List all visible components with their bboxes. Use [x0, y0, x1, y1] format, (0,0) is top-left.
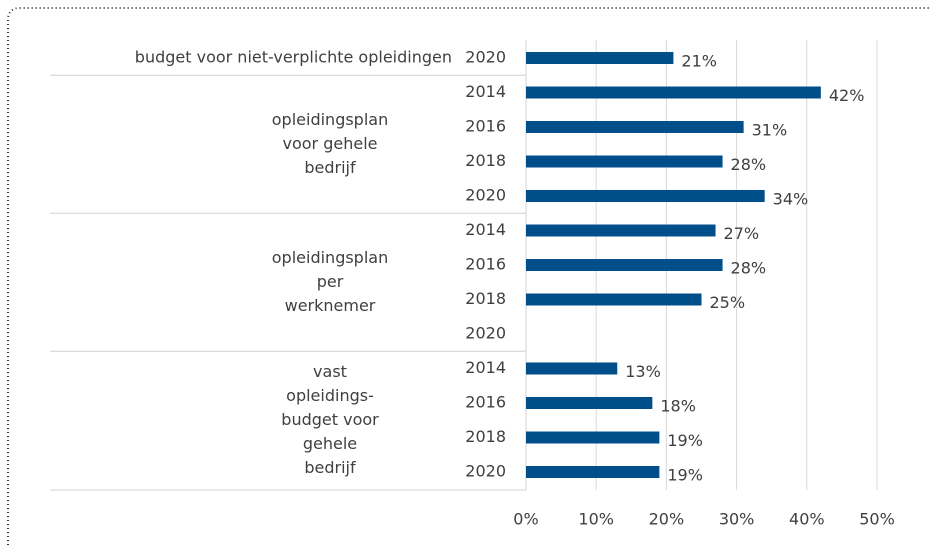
group-label: per — [317, 272, 344, 291]
data-label: 13% — [625, 362, 661, 381]
y-tick-label: 2014 — [465, 220, 506, 239]
bar — [526, 224, 716, 237]
group-label: opleidings- — [286, 386, 374, 405]
data-label: 34% — [773, 190, 809, 209]
x-tick-label: 50% — [859, 510, 895, 529]
x-tick-label: 10% — [578, 510, 614, 529]
data-label: 25% — [710, 293, 746, 312]
group-label: budget voor — [281, 410, 379, 429]
group-label: bedrijf — [304, 158, 356, 177]
y-tick-label: 2016 — [465, 393, 506, 412]
y-tick-label: 2020 — [465, 186, 506, 205]
group-label: bedrijf — [304, 458, 356, 477]
y-tick-label: 2016 — [465, 117, 506, 136]
group-label: voor gehele — [283, 134, 378, 153]
data-label: 27% — [724, 224, 760, 243]
y-tick-label: 2018 — [465, 289, 506, 308]
group-label: vast — [313, 362, 347, 381]
bar — [526, 86, 821, 99]
data-label: 28% — [731, 155, 767, 174]
group-label: budget voor niet-verplichte opleidingen — [135, 48, 452, 67]
data-label: 19% — [667, 466, 703, 485]
bar — [526, 121, 744, 133]
x-tick-label: 0% — [513, 510, 538, 529]
y-tick-label: 2018 — [465, 427, 506, 446]
data-label: 42% — [829, 86, 865, 105]
x-tick-label: 40% — [789, 510, 825, 529]
group-label: werknemer — [285, 296, 376, 315]
y-tick-label: 2016 — [465, 255, 506, 274]
bar — [526, 362, 618, 375]
x-tick-label: 30% — [719, 510, 755, 529]
group-label: gehele — [303, 434, 357, 453]
bar — [526, 431, 660, 444]
y-tick-label: 2020 — [465, 324, 506, 343]
x-tick-label: 20% — [649, 510, 685, 529]
y-tick-label: 2020 — [465, 48, 506, 67]
data-label: 28% — [731, 259, 767, 278]
group-label: opleidingsplan — [272, 248, 388, 267]
y-tick-label: 2020 — [465, 462, 506, 481]
data-label: 18% — [660, 397, 696, 416]
bar — [526, 397, 653, 409]
y-tick-label: 2014 — [465, 358, 506, 377]
y-tick-label: 2018 — [465, 151, 506, 170]
bar — [526, 52, 674, 64]
frame — [7, 7, 930, 545]
bar — [526, 466, 660, 478]
data-label: 21% — [681, 52, 717, 71]
data-label: 31% — [752, 121, 788, 140]
bar — [526, 190, 765, 202]
group-label: opleidingsplan — [272, 110, 388, 129]
data-label: 19% — [667, 431, 703, 450]
bar — [526, 155, 723, 168]
y-tick-label: 2014 — [465, 82, 506, 101]
bar — [526, 259, 723, 271]
bar — [526, 293, 702, 306]
